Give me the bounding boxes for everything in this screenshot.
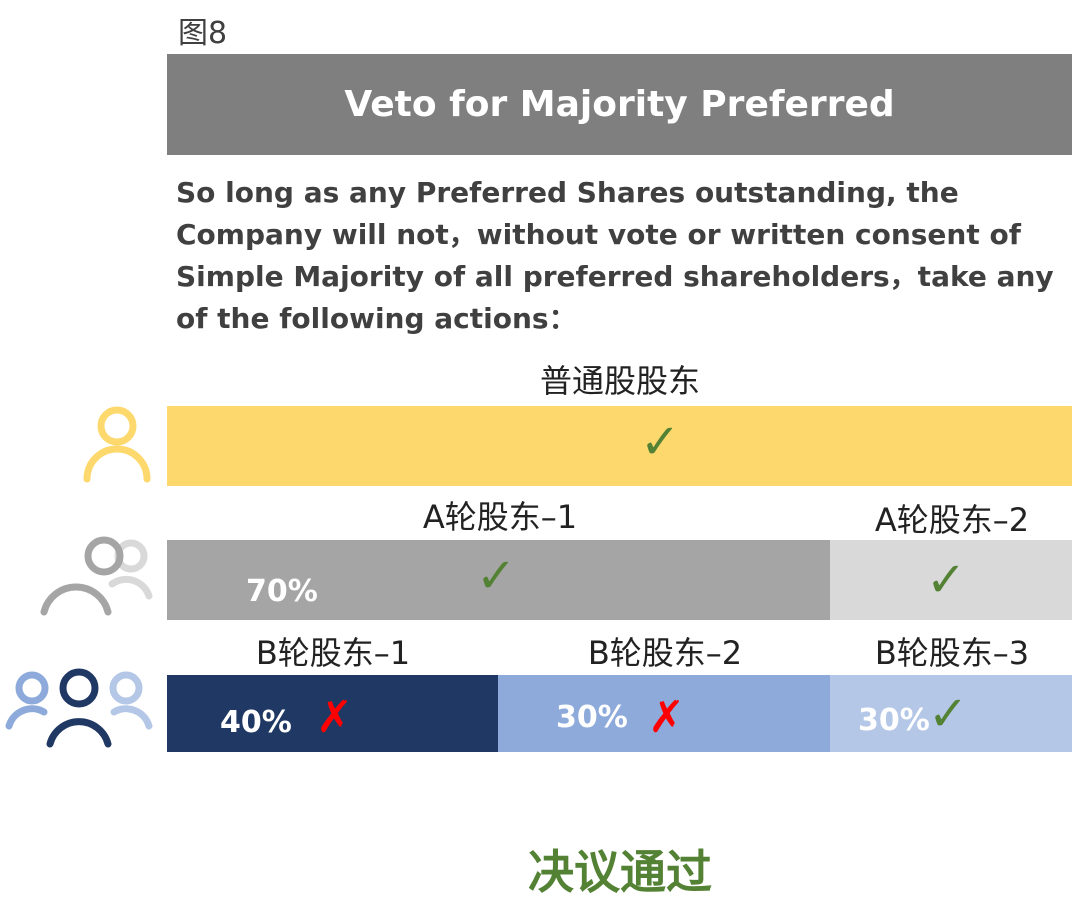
- series-b-shareholders-icon: [5, 668, 153, 748]
- header-banner: Veto for Majority Preferred: [167, 54, 1072, 155]
- figure-label: 图8: [178, 16, 228, 51]
- check-icon: ✓: [926, 552, 967, 608]
- series-a-shareholders-icon: [40, 536, 153, 616]
- cross-icon: ✗: [316, 692, 353, 743]
- check-icon: ✓: [928, 686, 969, 742]
- a1-label: A轮股东–1: [422, 498, 578, 536]
- b1-percent: 40%: [220, 705, 292, 740]
- b3-label: B轮股东–3: [874, 634, 1030, 672]
- b2-percent: 30%: [556, 700, 628, 735]
- header-title: Veto for Majority Preferred: [344, 84, 895, 125]
- b3-percent: 30%: [858, 703, 930, 738]
- description-text: So long as any Preferred Shares outstand…: [176, 176, 1054, 335]
- cross-icon: ✗: [648, 692, 685, 743]
- common-label: 普通股股东: [539, 362, 701, 400]
- b3-bar: [830, 675, 1072, 752]
- b1-label: B轮股东–1: [255, 634, 411, 672]
- a2-label: A轮股东–2: [874, 501, 1030, 539]
- check-icon: ✓: [476, 548, 517, 604]
- a2-bar: [830, 540, 1072, 620]
- b2-bar: [498, 675, 830, 752]
- result-text: 决议通过: [528, 845, 712, 899]
- a1-percent: 70%: [246, 574, 318, 609]
- b2-label: B轮股东–2: [587, 634, 743, 672]
- check-icon: ✓: [640, 414, 681, 470]
- common-shareholder-icon: [83, 406, 151, 483]
- b1-bar: [167, 675, 498, 752]
- a1-bar: [167, 540, 830, 620]
- common-bar: [167, 406, 1072, 486]
